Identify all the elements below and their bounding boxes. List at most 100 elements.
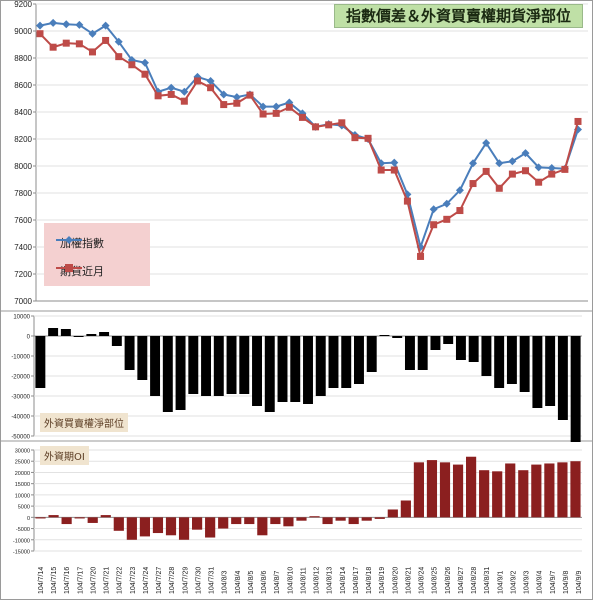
point-futures bbox=[364, 134, 372, 142]
bar-futures-oi bbox=[296, 517, 307, 521]
bar-futures-oi bbox=[570, 461, 581, 518]
x-tick-label: 104/8/7 bbox=[274, 571, 281, 594]
x-tick-label: 104/9/3 bbox=[524, 571, 531, 594]
x-tick-label: 104/7/21 bbox=[104, 567, 111, 594]
y-tick-label: 0 bbox=[27, 335, 31, 341]
legend-item-index: 加權指數 bbox=[56, 235, 104, 251]
x-tick-label: 104/7/22 bbox=[117, 567, 124, 594]
bar-put-call-net bbox=[264, 336, 275, 412]
bar-futures-oi bbox=[335, 517, 346, 521]
x-tick-label: 104/8/17 bbox=[353, 567, 360, 594]
bar-futures-oi bbox=[374, 517, 385, 519]
y-tick-label: -5000 bbox=[16, 527, 30, 533]
x-tick-label: 104/9/1 bbox=[497, 571, 504, 594]
y-tick-label: 8200 bbox=[14, 135, 32, 144]
point-index bbox=[62, 20, 71, 29]
x-tick-label: 104/8/13 bbox=[327, 567, 334, 594]
x-tick-label: 104/8/20 bbox=[392, 567, 399, 594]
x-tick-label: 104/8/10 bbox=[287, 567, 294, 594]
point-futures bbox=[377, 166, 385, 174]
y-tick-label: 8800 bbox=[14, 54, 32, 63]
bar-put-call-net bbox=[239, 336, 250, 394]
x-tick-label: 104/8/11 bbox=[300, 567, 307, 594]
x-tick-label: 104/8/25 bbox=[432, 567, 439, 594]
point-futures bbox=[469, 180, 477, 188]
x-tick-label: 104/9/7 bbox=[550, 571, 557, 594]
x-tick-label: 104/8/6 bbox=[261, 571, 268, 594]
bar-futures-oi bbox=[322, 517, 333, 525]
bar-futures-oi bbox=[218, 517, 229, 529]
point-index bbox=[167, 83, 176, 92]
y-tick-label: -40000 bbox=[11, 415, 30, 421]
point-index bbox=[495, 159, 504, 168]
y-tick-label: -10000 bbox=[13, 538, 30, 544]
x-tick-label: 104/9/8 bbox=[563, 571, 570, 594]
point-futures bbox=[390, 166, 398, 174]
bar-futures-oi bbox=[400, 500, 411, 518]
point-futures bbox=[338, 119, 346, 127]
point-futures bbox=[141, 70, 149, 78]
point-futures bbox=[535, 178, 543, 186]
point-futures bbox=[102, 36, 110, 44]
point-futures bbox=[207, 84, 215, 92]
x-tick-label: 104/8/18 bbox=[366, 567, 373, 594]
point-futures bbox=[193, 77, 201, 85]
point-futures bbox=[508, 170, 516, 178]
bar-futures-oi bbox=[244, 517, 255, 525]
legend-item-futures: 期貨近月 bbox=[56, 263, 104, 279]
bar-put-call-net bbox=[290, 336, 301, 402]
bar-put-call-net bbox=[60, 329, 71, 336]
point-index bbox=[101, 21, 110, 30]
bar-put-call-net bbox=[570, 336, 581, 442]
x-tick-label: 104/8/28 bbox=[471, 567, 478, 594]
point-index bbox=[508, 157, 517, 166]
bar-futures-oi bbox=[100, 515, 111, 518]
point-index bbox=[140, 58, 149, 67]
point-index bbox=[521, 149, 530, 158]
x-tick-label: 104/9/2 bbox=[510, 571, 517, 594]
y-tick-label: 8600 bbox=[14, 81, 32, 90]
point-futures bbox=[325, 121, 333, 129]
point-index bbox=[75, 20, 84, 29]
point-futures bbox=[561, 165, 569, 173]
point-index bbox=[455, 186, 464, 195]
bar-futures-oi bbox=[557, 462, 568, 518]
x-tick-label: 104/8/27 bbox=[458, 567, 465, 594]
x-tick-label: 104/8/31 bbox=[484, 567, 491, 594]
y-tick-label: 8000 bbox=[14, 162, 32, 171]
y-tick-label: 9200 bbox=[14, 0, 32, 9]
point-index bbox=[272, 102, 281, 111]
legend-futures-marker bbox=[56, 264, 82, 272]
point-futures bbox=[259, 110, 267, 118]
point-futures bbox=[220, 101, 228, 109]
x-tick-label: 104/7/20 bbox=[90, 567, 97, 594]
point-futures bbox=[233, 99, 241, 107]
bar-put-call-net bbox=[124, 336, 135, 370]
bar-futures-oi bbox=[87, 517, 98, 523]
bar-put-call-net bbox=[443, 336, 454, 344]
y-tick-label: 7200 bbox=[14, 270, 32, 279]
y-tick-label: 7000 bbox=[14, 297, 32, 306]
point-futures bbox=[115, 53, 123, 61]
x-tick-label: 104/8/12 bbox=[314, 567, 321, 594]
bar-put-call-net bbox=[557, 336, 568, 420]
x-tick-label: 104/7/17 bbox=[77, 567, 84, 594]
bar-put-call-net bbox=[48, 328, 59, 336]
point-futures bbox=[154, 92, 162, 100]
point-index bbox=[390, 158, 399, 167]
bar-futures-oi bbox=[452, 464, 464, 518]
x-tick-label: 104/7/15 bbox=[51, 567, 58, 594]
bar-futures-oi bbox=[113, 517, 124, 531]
point-index bbox=[534, 163, 543, 172]
bar-put-call-net bbox=[188, 336, 199, 394]
point-futures bbox=[167, 90, 175, 98]
y-tick-label: 0 bbox=[27, 516, 30, 522]
bar-futures-oi bbox=[270, 517, 281, 525]
bar-put-call-net bbox=[417, 336, 428, 370]
point-futures bbox=[180, 97, 188, 105]
x-tick-label: 104/7/23 bbox=[130, 567, 137, 594]
y-tick-label: -10000 bbox=[11, 355, 30, 361]
bar-put-call-net bbox=[354, 336, 364, 384]
point-futures bbox=[522, 167, 530, 175]
